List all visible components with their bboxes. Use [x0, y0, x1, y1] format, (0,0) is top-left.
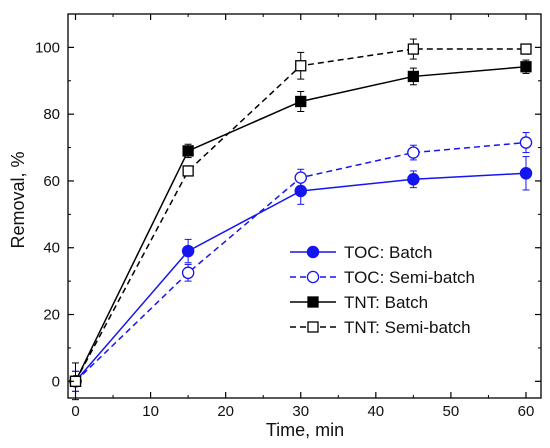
data-point-3-1 [182, 165, 194, 177]
data-point-3-4 [520, 43, 532, 55]
axes-layer: 0 10 20 30 40 50 60 0 20 40 60 80 100 [35, 13, 542, 420]
x-tick-label-0: 0 [71, 403, 79, 420]
x-axis-label: Time, min [266, 420, 344, 440]
y-tick-label-40: 40 [43, 240, 60, 257]
x-tick-label-40: 40 [367, 403, 384, 420]
legend-label-1: TOC: Semi-batch [344, 268, 475, 287]
data-point-3-2 [295, 60, 307, 72]
data-point-2-3 [407, 70, 420, 83]
legend-marker-3 [307, 321, 319, 333]
y-tick-label-20: 20 [43, 307, 60, 324]
legend-item-1: TOC: Semi-batch [290, 268, 475, 287]
data-point-0-3 [407, 173, 420, 186]
y-tick-label-80: 80 [43, 106, 60, 123]
x-tick-label-30: 30 [292, 403, 309, 420]
x-tick-label-50: 50 [443, 403, 460, 420]
legend-item-3: TNT: Semi-batch [290, 318, 471, 337]
data-point-0-1 [181, 244, 195, 258]
legend-label-2: TNT: Batch [344, 293, 428, 312]
plot-frame [67, 13, 542, 399]
x-tick-label-20: 20 [217, 403, 234, 420]
data-point-1-3 [407, 146, 420, 159]
series-3 [69, 38, 532, 387]
data-point-2-4 [520, 61, 532, 73]
x-tick-label-60: 60 [518, 403, 535, 420]
data-point-2-1 [182, 145, 194, 157]
data-point-2-2 [295, 95, 307, 108]
x-tick-label-10: 10 [142, 403, 159, 420]
data-point-0-2 [294, 184, 307, 198]
legend: TOC: Batch TOC: Semi-batch TNT: Batch TNT: … [290, 243, 475, 337]
plot-layer [69, 38, 533, 401]
y-tick-label-60: 60 [43, 173, 60, 190]
series-2 [69, 59, 532, 401]
y-axis-label: Removal, % [8, 151, 28, 248]
legend-marker-2 [307, 296, 319, 308]
y-tick-label-100: 100 [35, 39, 60, 56]
legend-marker-1 [306, 270, 320, 284]
data-point-0-4 [519, 167, 533, 180]
legend-label-0: TOC: Batch [344, 243, 433, 262]
legend-label-3: TNT: Semi-batch [344, 318, 471, 337]
y-tick-label-0: 0 [52, 373, 60, 390]
data-point-1-4 [519, 136, 533, 149]
data-point-1-2 [294, 171, 307, 184]
legend-item-0: TOC: Batch [290, 243, 433, 262]
data-point-3-3 [407, 43, 420, 55]
data-point-1-1 [181, 266, 195, 280]
legend-item-2: TNT: Batch [290, 293, 428, 312]
legend-marker-0 [306, 245, 320, 259]
